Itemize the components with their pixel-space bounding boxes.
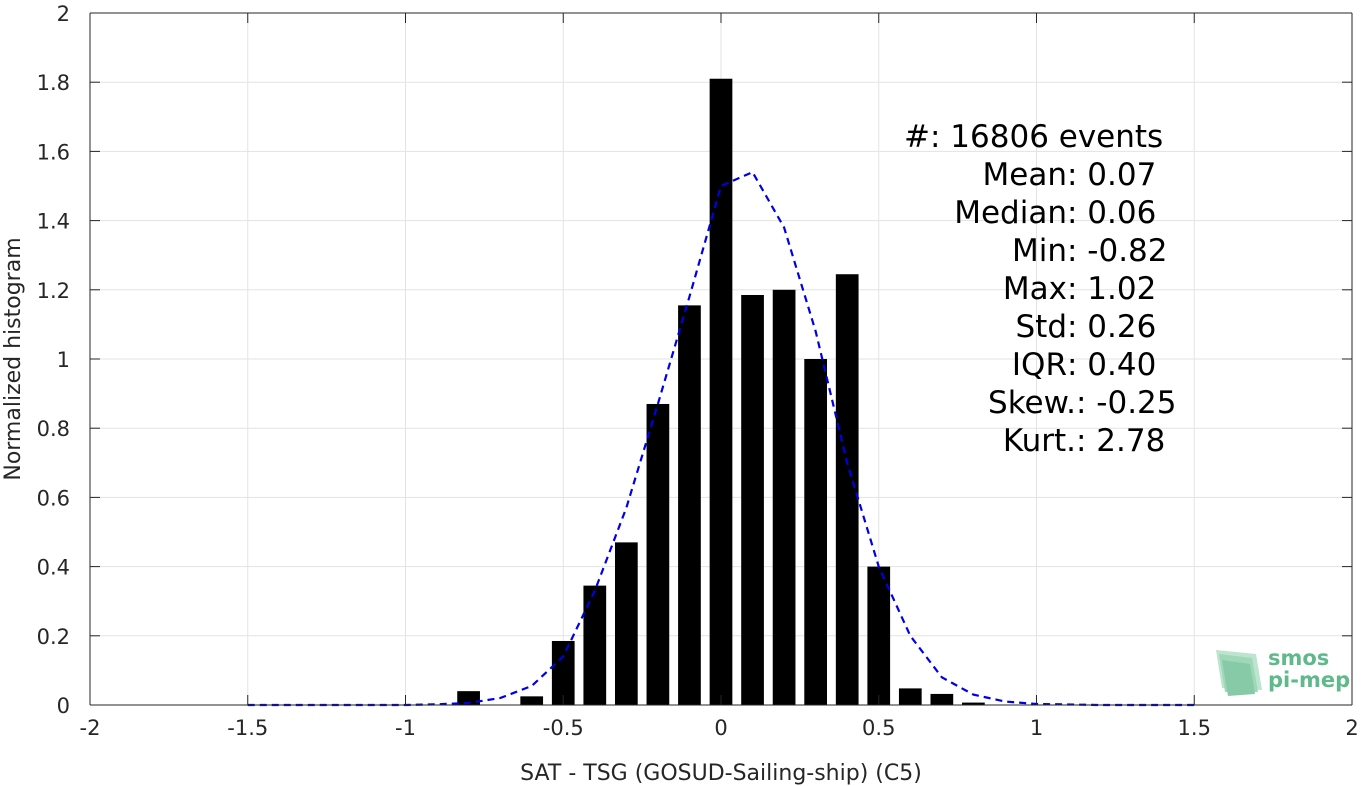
x-tick-label-0: -2 bbox=[80, 716, 101, 740]
y-tick-label-10: 2 bbox=[57, 2, 70, 26]
stat-label-4: Max bbox=[1003, 271, 1067, 307]
fit-curve-group bbox=[247, 170, 1195, 707]
stat-label-8: Kurt. bbox=[1003, 423, 1076, 459]
y-tick-label-4: 0.8 bbox=[37, 417, 70, 441]
gaussian-fit-line bbox=[247, 170, 1195, 707]
stat-value-6: : 0.40 bbox=[1067, 347, 1156, 383]
y-tick-label-3: 0.6 bbox=[37, 486, 70, 510]
histogram-bar-4 bbox=[614, 542, 638, 705]
y-tick-label-1: 0.2 bbox=[37, 625, 70, 649]
stat-label-3: Min bbox=[1012, 233, 1067, 269]
stat-label-1: Mean bbox=[983, 157, 1067, 193]
histogram-bar-12 bbox=[867, 566, 891, 705]
stat-label-7: Skew. bbox=[988, 385, 1076, 421]
histogram-bar-15 bbox=[962, 702, 985, 705]
stat-value-5: : 0.26 bbox=[1067, 309, 1156, 345]
y-tick-label-5: 1 bbox=[57, 348, 70, 372]
x-tick-label-3: -0.5 bbox=[543, 716, 584, 740]
x-axis-label: SAT - TSG (GOSUD-Sailing-ship) (C5) bbox=[520, 761, 922, 786]
histogram-bar-13 bbox=[898, 688, 922, 705]
histogram-bar-11 bbox=[835, 274, 859, 705]
histogram-bar-5 bbox=[646, 403, 670, 705]
histogram-bar-10 bbox=[804, 359, 828, 705]
stat-value-7: : -0.25 bbox=[1076, 385, 1177, 421]
histogram-bar-9 bbox=[772, 289, 796, 705]
stat-value-4: : 1.02 bbox=[1067, 271, 1156, 307]
histogram-bar-1 bbox=[520, 696, 544, 705]
stat-label-6: IQR bbox=[1012, 347, 1067, 383]
y-tick-label-2: 0.4 bbox=[37, 556, 70, 580]
histogram-bar-14 bbox=[930, 693, 954, 705]
y-tick-label-0: 0 bbox=[57, 694, 70, 718]
y-tick-label-8: 1.6 bbox=[37, 140, 70, 164]
axes-group bbox=[89, 12, 1353, 706]
bars-group bbox=[457, 78, 985, 706]
histogram-bar-7 bbox=[709, 78, 733, 706]
y-tick-label-6: 1.2 bbox=[37, 279, 70, 303]
smos-pi-mep-logo: smos pi-mep bbox=[1216, 646, 1350, 696]
stat-label-5: Std bbox=[1015, 309, 1067, 345]
x-tick-label-4: 0 bbox=[714, 716, 727, 740]
stat-label-2: Median bbox=[954, 195, 1067, 231]
y-axis-label: Normalized histogram bbox=[1, 237, 26, 480]
logo-mark-icon bbox=[1216, 650, 1262, 696]
y-tick-label-9: 1.8 bbox=[37, 71, 70, 95]
histogram-bar-0 bbox=[457, 691, 480, 705]
stat-value-3: : -0.82 bbox=[1067, 233, 1168, 269]
stat-value-8: : 2.78 bbox=[1076, 423, 1165, 459]
x-tick-label-1: -1.5 bbox=[227, 716, 268, 740]
y-tick-label-7: 1.4 bbox=[37, 210, 70, 234]
stat-value-0: : 16806 events bbox=[930, 119, 1163, 155]
stat-value-1: : 0.07 bbox=[1067, 157, 1156, 193]
logo-text-line1: smos bbox=[1268, 646, 1329, 670]
x-tick-label-2: -1 bbox=[395, 716, 416, 740]
x-tick-label-6: 1 bbox=[1030, 716, 1043, 740]
stat-value-2: : 0.06 bbox=[1067, 195, 1156, 231]
histogram-bar-3 bbox=[583, 585, 607, 705]
logo-text-line2: pi-mep bbox=[1268, 668, 1350, 692]
tick-labels-group: -2 -1.5 -1 -0.5 0 0.5 1 1.5 2 0 0.2 0.4 0.6 0.8 1 1.2 1.… bbox=[37, 2, 1359, 740]
histogram-bar-8 bbox=[741, 294, 764, 705]
histogram-bar-2 bbox=[551, 640, 575, 705]
x-tick-label-8: 2 bbox=[1345, 716, 1358, 740]
x-tick-label-5: 0.5 bbox=[862, 716, 895, 740]
x-tick-label-7: 1.5 bbox=[1178, 716, 1211, 740]
stat-label-0: # bbox=[904, 119, 930, 155]
histogram-bar-6 bbox=[678, 305, 701, 705]
